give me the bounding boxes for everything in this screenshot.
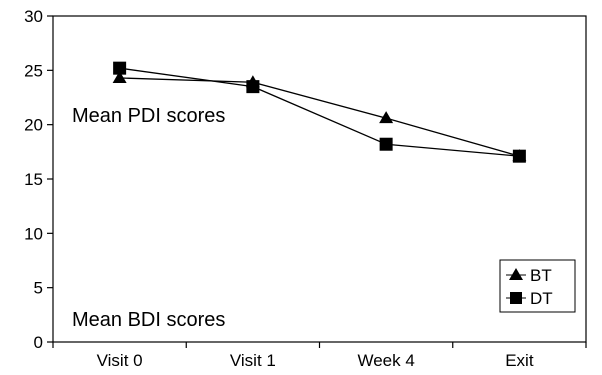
annotation-bdi: Mean BDI scores bbox=[72, 309, 225, 331]
y-tick-label: 10 bbox=[24, 224, 43, 243]
x-tick-label: Exit bbox=[505, 351, 534, 370]
data-point-dt bbox=[379, 137, 393, 151]
data-point-bt bbox=[112, 70, 127, 83]
y-tick-label: 20 bbox=[24, 116, 43, 135]
y-axis: 0 5 10 15 20 25 30 bbox=[24, 7, 53, 352]
y-tick-label: 0 bbox=[34, 333, 43, 352]
data-point-dt bbox=[246, 80, 260, 94]
legend-square-icon bbox=[510, 292, 522, 304]
x-axis: Visit 0 Visit 1 Week 4 Exit bbox=[52, 342, 587, 370]
legend-triangle-icon bbox=[509, 268, 523, 280]
legend-label-bt: BT bbox=[530, 266, 552, 285]
x-tick-label: Visit 1 bbox=[230, 351, 276, 370]
legend: BT DT bbox=[499, 259, 576, 313]
y-tick-label: 30 bbox=[24, 7, 43, 26]
series-lines bbox=[119, 67, 520, 157]
data-point-bt bbox=[379, 111, 394, 124]
series-markers bbox=[112, 61, 527, 163]
x-tick-label: Week 4 bbox=[357, 351, 414, 370]
series-line-bt bbox=[119, 77, 520, 157]
legend-item-dt: DT bbox=[506, 289, 553, 308]
y-tick-label: 25 bbox=[24, 61, 43, 80]
annotation-pdi: Mean PDI scores bbox=[72, 105, 225, 127]
y-tick-label: 15 bbox=[24, 170, 43, 189]
data-point-dt bbox=[512, 149, 526, 163]
x-tick-label: Visit 0 bbox=[97, 351, 143, 370]
legend-item-bt: BT bbox=[506, 266, 552, 285]
series-line-dt bbox=[119, 67, 520, 157]
data-point-dt bbox=[113, 61, 127, 75]
legend-label-dt: DT bbox=[530, 289, 553, 308]
y-tick-label: 5 bbox=[34, 279, 43, 298]
